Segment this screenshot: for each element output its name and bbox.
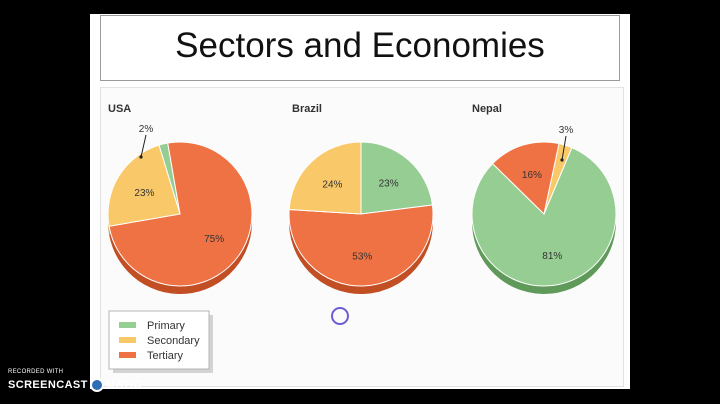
- pie-title-usa: USA: [108, 103, 131, 115]
- legend-swatch-primary: [119, 322, 136, 328]
- legend-label-secondary: Secondary: [147, 335, 200, 347]
- slide-title: Sectors and Economies: [175, 26, 545, 65]
- data-label-nepal-primary: 81%: [542, 251, 562, 262]
- data-label-brazil-tertiary: 53%: [352, 252, 372, 263]
- callout-line: [140, 134, 147, 158]
- legend-label-primary: Primary: [147, 320, 185, 332]
- pie-slice-nepal-tertiary: [491, 141, 560, 215]
- cursor-ring-icon: [331, 307, 349, 325]
- legend-swatch-secondary: [119, 337, 136, 343]
- watermark-brand-left: SCREENCAST: [8, 379, 88, 391]
- pie-slice-brazil-secondary: [288, 141, 362, 215]
- data-label-nepal-secondary: 3%: [559, 125, 574, 136]
- pie-title-nepal: Nepal: [472, 103, 502, 115]
- data-label-usa-primary: 2%: [139, 124, 154, 135]
- callout-line: [561, 135, 567, 161]
- legend: Primary Secondary Tertiary: [108, 310, 213, 373]
- pie-brazil: Brazil 23% 53% 24%: [288, 103, 434, 295]
- screencast-o-matic-logo-icon: [89, 378, 104, 392]
- screencast-watermark: RECORDED WITH SCREENCAST MATIC: [8, 369, 142, 392]
- pie-usa: USA 2% 75% 23%: [107, 103, 253, 294]
- watermark-recorded-with: RECORDED WITH: [8, 369, 64, 375]
- data-label-brazil-secondary: 24%: [322, 180, 342, 191]
- callout-dot: [560, 158, 564, 162]
- legend-swatch-tertiary: [119, 352, 136, 358]
- pie-slice-brazil-tertiary: [288, 204, 434, 287]
- pie-slice-brazil-primary: [360, 141, 433, 215]
- legend-label-tertiary: Tertiary: [147, 350, 184, 362]
- pie-slice-usa-secondary: [107, 144, 181, 227]
- data-label-usa-secondary: 23%: [134, 188, 154, 199]
- pie-title-brazil: Brazil: [292, 103, 322, 115]
- data-label-brazil-primary: 23%: [379, 179, 399, 190]
- data-label-nepal-tertiary: 16%: [522, 170, 542, 181]
- pie-nepal: Nepal 3% 81% 16%: [471, 103, 617, 295]
- data-label-usa-tertiary: 75%: [204, 234, 224, 245]
- watermark-brand-right: MATIC: [105, 379, 142, 391]
- title-box: Sectors and Economies: [100, 15, 620, 81]
- callout-dot: [139, 155, 143, 159]
- pie-slice-nepal-primary: [471, 146, 617, 287]
